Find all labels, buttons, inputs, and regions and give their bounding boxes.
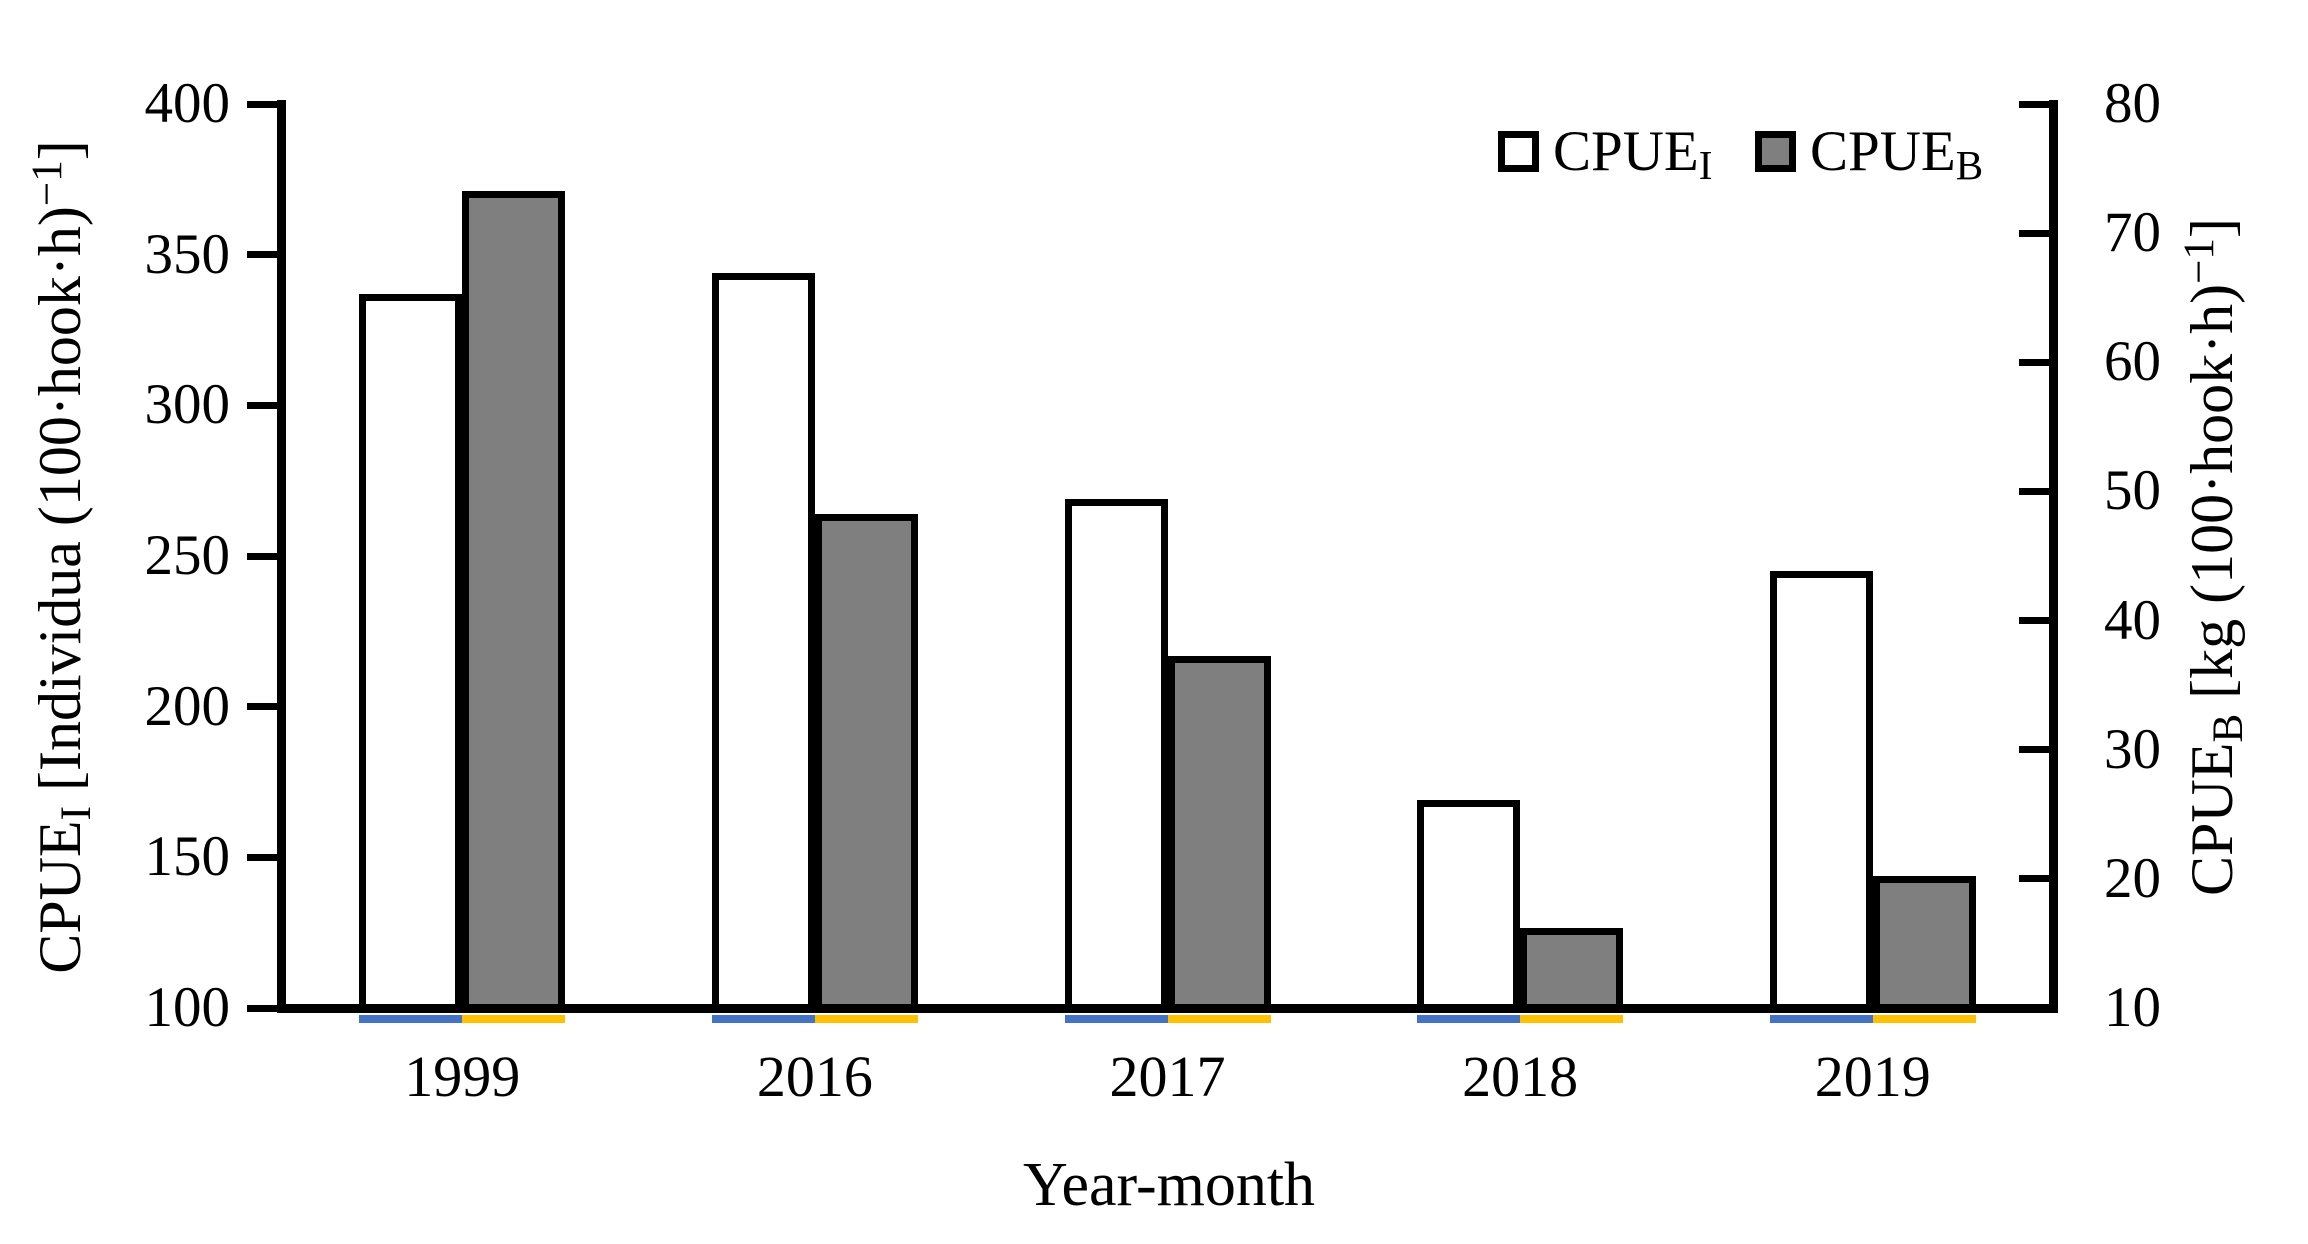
y-axis-right-tick bbox=[2019, 100, 2049, 108]
x-tick-label-2018: 2018 bbox=[1462, 1044, 1579, 1109]
y-axis-right-tick bbox=[2019, 229, 2049, 237]
bar-cpue-b-2019 bbox=[1872, 875, 1976, 1013]
bar-cpue-i-2019 bbox=[1769, 571, 1873, 1013]
x-tick-label-2017: 2017 bbox=[1109, 1044, 1226, 1109]
x-tick-label-1999: 1999 bbox=[404, 1044, 521, 1109]
legend-swatch-cpue-i bbox=[1498, 131, 1539, 172]
y-axis-right-tick-label: 10 bbox=[2104, 976, 2161, 1039]
baseline-marker-left-2019 bbox=[1769, 1015, 1873, 1023]
legend-swatch-cpue-b bbox=[1755, 131, 1796, 172]
y-axis-left-tick bbox=[247, 853, 277, 861]
y-axis-left-tick-label: 200 bbox=[144, 674, 231, 738]
baseline-marker-right-2017 bbox=[1167, 1015, 1271, 1023]
y-axis-left-tick-label: 100 bbox=[144, 976, 231, 1039]
y-axis-right-tick bbox=[2019, 487, 2049, 495]
y-axis-right-tick-label: 40 bbox=[2104, 588, 2161, 652]
bar-cpue-i-2017 bbox=[1064, 498, 1168, 1013]
y-axis-left-tick bbox=[247, 401, 277, 409]
y-axis-left-tick-label: 250 bbox=[144, 524, 231, 587]
bar-cpue-i-2016 bbox=[711, 272, 815, 1013]
baseline-marker-left-2016 bbox=[711, 1015, 815, 1023]
x-axis-line bbox=[277, 1004, 2058, 1013]
y-axis-left-tick-label: 300 bbox=[144, 373, 231, 437]
y-axis-left-tick-label: 400 bbox=[144, 72, 231, 135]
bar-cpue-b-1999 bbox=[462, 191, 566, 1013]
baseline-marker-right-2019 bbox=[1872, 1015, 1976, 1023]
y-axis-right-tick bbox=[2019, 617, 2049, 625]
x-tick-label-2016: 2016 bbox=[756, 1044, 873, 1109]
legend-label-cpue-i: CPUEI bbox=[1553, 120, 1713, 189]
left-axis-title: CPUEI [Individua (100·hook·h)−1] bbox=[23, 140, 100, 974]
baseline-marker-left-1999 bbox=[359, 1015, 463, 1023]
baseline-marker-left-2018 bbox=[1417, 1015, 1521, 1023]
y-axis-left-tick bbox=[247, 703, 277, 711]
bar-cpue-i-1999 bbox=[359, 293, 463, 1013]
x-tick-label-2019: 2019 bbox=[1814, 1044, 1931, 1109]
y-axis-right-tick-label: 60 bbox=[2104, 330, 2161, 394]
y-axis-left-tick-label: 150 bbox=[144, 825, 231, 889]
bar-cpue-b-2018 bbox=[1520, 927, 1624, 1013]
bar-cpue-b-2017 bbox=[1167, 656, 1271, 1013]
y-axis-right-tick-label: 50 bbox=[2104, 459, 2161, 523]
y-axis-left-tick-label: 350 bbox=[144, 222, 231, 286]
y-axis-left-tick bbox=[247, 100, 277, 108]
baseline-marker-right-1999 bbox=[462, 1015, 566, 1023]
baseline-marker-right-2018 bbox=[1520, 1015, 1624, 1023]
y-axis-right-line bbox=[2049, 100, 2058, 1013]
y-axis-left-line bbox=[277, 100, 286, 1013]
y-axis-right-tick bbox=[2019, 358, 2049, 366]
y-axis-right-tick bbox=[2019, 875, 2049, 883]
legend-label-cpue-b: CPUEB bbox=[1810, 120, 1984, 189]
baseline-marker-left-2017 bbox=[1064, 1015, 1168, 1023]
y-axis-right-tick-label: 30 bbox=[2104, 717, 2161, 781]
y-axis-right-tick bbox=[2019, 746, 2049, 754]
bar-cpue-b-2016 bbox=[814, 514, 918, 1013]
y-axis-right-tick-label: 70 bbox=[2104, 201, 2161, 265]
x-axis-title: Year-month bbox=[1022, 1151, 1316, 1219]
baseline-marker-right-2016 bbox=[814, 1015, 918, 1023]
y-axis-left-tick bbox=[247, 552, 277, 560]
y-axis-left-tick bbox=[247, 251, 277, 259]
y-axis-right-tick-label: 80 bbox=[2104, 72, 2161, 135]
bar-cpue-i-2018 bbox=[1417, 800, 1521, 1013]
y-axis-right-tick-label: 20 bbox=[2104, 846, 2161, 910]
right-axis-title: CPUEB [kg (100·hook·h)−1] bbox=[2175, 217, 2252, 897]
y-axis-left-tick bbox=[247, 1004, 277, 1012]
